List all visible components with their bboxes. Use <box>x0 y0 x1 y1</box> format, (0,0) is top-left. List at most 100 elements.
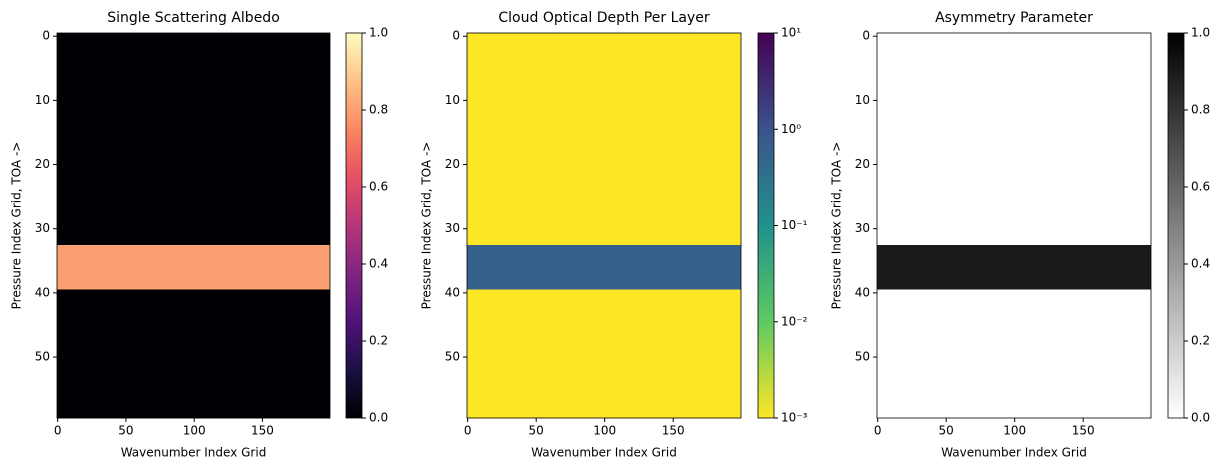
heatmap-row <box>877 366 1151 374</box>
y-tick-label: 50 <box>445 350 460 364</box>
y-tick-label: 0 <box>42 29 50 43</box>
y-tick-label: 0 <box>452 29 460 43</box>
heatmap-row <box>57 283 330 290</box>
x-axis-label: Wavenumber Index Grid <box>941 446 1087 460</box>
heatmap-row <box>877 77 1151 85</box>
heatmap-row <box>57 264 330 271</box>
y-axis-label: Pressure Index Grid, TOA -> <box>420 142 434 310</box>
heatmap-row <box>57 135 330 143</box>
heatmap-row <box>467 411 741 419</box>
colorbar-tick-label: 0.6 <box>369 180 388 194</box>
heatmap-row <box>877 129 1151 136</box>
heatmap-row <box>57 187 330 194</box>
heatmap-row <box>57 315 330 323</box>
y-tick-label: 30 <box>35 221 50 235</box>
y-tick-label: 50 <box>855 350 870 364</box>
heatmap-row <box>877 405 1151 412</box>
heatmap-row <box>467 116 741 124</box>
heatmap-row <box>877 187 1151 194</box>
x-tick-label: 0 <box>874 424 882 438</box>
colorbar-tick-label: 1.0 <box>1191 26 1210 40</box>
heatmap-row <box>467 142 741 149</box>
heatmap-row <box>877 110 1151 117</box>
colorbar <box>1167 32 1185 419</box>
heatmap-row <box>877 52 1151 59</box>
heatmap-row <box>57 206 330 213</box>
colorbar-tick-label: 10⁻² <box>781 314 808 328</box>
heatmap-row <box>57 251 330 258</box>
heatmap-row <box>57 308 330 316</box>
heatmap-row <box>57 219 330 226</box>
heatmap-row <box>467 398 741 406</box>
x-tick-label: 50 <box>118 424 133 438</box>
heatmap-row <box>467 264 741 271</box>
heatmap-row <box>467 39 741 47</box>
heatmap-row <box>877 264 1151 271</box>
heatmap-row <box>467 283 741 290</box>
heatmap-row <box>467 244 741 252</box>
heatmap-row <box>57 116 330 124</box>
heatmap-row <box>877 231 1151 239</box>
axes-frame <box>56 32 331 419</box>
heatmap-row <box>57 103 330 111</box>
heatmap-row <box>877 122 1151 130</box>
heatmap-row <box>877 58 1151 66</box>
heatmap-row <box>467 148 741 156</box>
y-axis-label: Pressure Index Grid, TOA -> <box>10 142 24 310</box>
heatmap-row <box>467 392 741 400</box>
heatmap-row <box>877 142 1151 149</box>
colorbar <box>345 32 363 419</box>
heatmap-row <box>57 65 330 72</box>
heatmap-row <box>877 244 1151 252</box>
heatmap-row <box>877 174 1151 181</box>
heatmap-row <box>467 231 741 239</box>
heatmap-row <box>877 315 1151 323</box>
heatmap-row <box>467 206 741 213</box>
y-tick-label: 50 <box>35 350 50 364</box>
heatmap-row <box>57 52 330 59</box>
x-tick-label: 100 <box>183 424 206 438</box>
heatmap-row <box>467 251 741 258</box>
heatmap-row <box>57 225 330 233</box>
y-tick-label: 10 <box>445 93 460 107</box>
heatmap-row <box>877 65 1151 72</box>
heatmap-row <box>467 257 741 265</box>
x-tick-label: 150 <box>251 424 274 438</box>
heatmap-row <box>467 353 741 361</box>
heatmap-row <box>467 315 741 323</box>
colorbar-tick-label: 10⁻¹ <box>781 218 808 232</box>
heatmap-row <box>57 366 330 374</box>
heatmap-row <box>57 411 330 419</box>
heatmap-row <box>467 405 741 412</box>
heatmap-row <box>877 411 1151 419</box>
colorbar-tick-label: 0.6 <box>1191 180 1210 194</box>
x-tick-label: 100 <box>1003 424 1026 438</box>
heatmap-row <box>467 84 741 92</box>
colorbar-tick-label: 0.0 <box>369 411 388 425</box>
heatmap-row <box>877 45 1151 53</box>
heatmap-row <box>877 180 1151 188</box>
heatmap-row <box>877 71 1151 79</box>
y-tick-label: 20 <box>35 157 50 171</box>
heatmap-row <box>57 77 330 85</box>
y-tick-label: 40 <box>445 285 460 299</box>
heatmap-row <box>467 334 741 342</box>
heatmap-row <box>877 328 1151 335</box>
heatmap-row <box>877 39 1151 47</box>
colorbar-tick-label: 0.2 <box>1191 334 1210 348</box>
x-axis-label: Wavenumber Index Grid <box>121 446 267 460</box>
heatmap-row <box>57 270 330 278</box>
heatmap-row <box>467 373 741 380</box>
heatmap-row <box>57 257 330 265</box>
heatmap-row <box>877 212 1151 220</box>
heatmap-row <box>467 302 741 310</box>
x-tick-label: 150 <box>662 424 685 438</box>
heatmap-row <box>57 321 330 329</box>
heatmap-row <box>877 219 1151 226</box>
heatmap-row <box>467 90 741 98</box>
heatmap-row <box>57 129 330 136</box>
chart-title: Cloud Optical Depth Per Layer <box>498 10 709 26</box>
heatmap-row <box>57 341 330 348</box>
heatmap-row <box>467 154 741 162</box>
heatmap-row <box>57 71 330 79</box>
